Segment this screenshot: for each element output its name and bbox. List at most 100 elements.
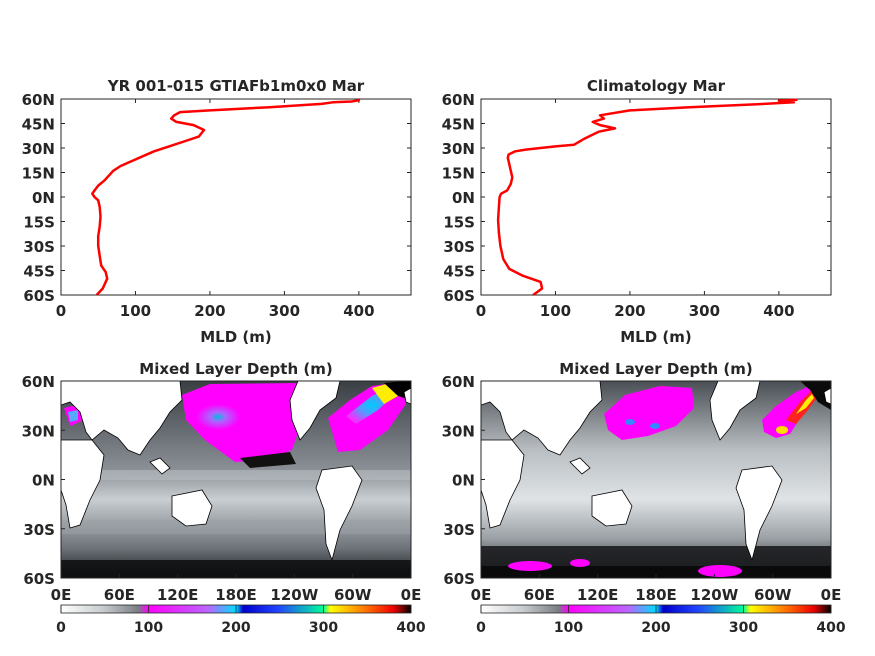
- y-tick-label: 30S: [443, 238, 475, 256]
- y-tick-label: 45S: [443, 263, 475, 281]
- panel4-y-ticks: 60N 30N 0N 30S 60S: [442, 373, 485, 588]
- y-tick-label: 30S: [23, 521, 55, 539]
- y-tick-label: 15S: [23, 214, 55, 232]
- x-tick-label: 180E: [635, 586, 677, 604]
- x-tick-label: 180E: [215, 586, 257, 604]
- greenland-land: [403, 387, 411, 405]
- panel2-title: Climatology Mar: [587, 77, 726, 95]
- colorbar-tick-label: 300: [309, 620, 338, 636]
- panel3-colorbar-ticks: 0 100 200 300 400: [56, 605, 426, 636]
- x-tick-label: 0E: [471, 586, 492, 604]
- y-tick-label: 60N: [22, 373, 55, 391]
- southern-ocean-band: [481, 546, 831, 566]
- south-america-land: [315, 465, 363, 562]
- panel4-title: Mixed Layer Depth (m): [559, 360, 752, 378]
- x-tick-label: 60W: [334, 586, 372, 604]
- africa-land: [481, 439, 525, 529]
- north-america-land: [289, 381, 341, 441]
- panel4-map-field: [481, 381, 831, 578]
- panel2-axes-box: [480, 98, 832, 296]
- np-core-1: [625, 419, 635, 425]
- y-tick-label: 30S: [443, 521, 475, 539]
- np-core-2: [650, 423, 660, 429]
- panel1-x-ticks: 0 100 200 300 400: [56, 99, 375, 320]
- colorbar-tick-label: 100: [554, 620, 583, 636]
- panel2-mld-line: [496, 98, 798, 297]
- arctic-dark-region: [800, 381, 831, 410]
- colorbar-tick-label: 300: [729, 620, 758, 636]
- y-tick-label: 30N: [22, 140, 55, 158]
- x-tick-label: 120W: [690, 586, 738, 604]
- panel2-xlabel: MLD (m): [620, 328, 692, 346]
- y-tick-label: 45N: [22, 116, 55, 134]
- colorbar-tick-label: 100: [134, 620, 163, 636]
- maritime-continent-land: [149, 457, 171, 475]
- panel1-title: YR 001-015 GTIAFb1m0x0 Mar: [107, 77, 365, 95]
- y-tick-label: 45N: [442, 116, 475, 134]
- y-tick-label: 0N: [32, 472, 55, 490]
- north-pacific-deep-region: [604, 386, 694, 440]
- x-tick-label: 120W: [270, 586, 318, 604]
- land-masses: [61, 381, 411, 562]
- x-tick-label: 0: [56, 302, 66, 320]
- colorbar-tick-label: 400: [396, 620, 425, 636]
- x-tick-label: 60W: [754, 586, 792, 604]
- australia-land: [171, 489, 213, 527]
- panel3-x-ticks: 0E 60E 120E 180E 120W 60W 0E: [51, 574, 422, 604]
- panel-map-climatology: Mixed Layer Depth (m): [442, 360, 846, 636]
- north-america-land: [709, 381, 761, 441]
- y-tick-label: 45S: [23, 263, 55, 281]
- gulf-stream-peak: [776, 426, 788, 434]
- southern-ocean-band: [61, 560, 411, 578]
- kuroshio-core-region: [196, 404, 240, 430]
- y-tick-label: 0N: [452, 472, 475, 490]
- x-tick-label: 400: [343, 302, 374, 320]
- panel1-axes-box: [60, 98, 412, 296]
- so-deep-patch-1: [508, 561, 552, 571]
- x-tick-label: 200: [614, 302, 645, 320]
- panel1-y-ticks: 60N 45N 30N 15N 0N 15S 30S 45S 60S: [22, 91, 411, 305]
- y-tick-label: 60N: [442, 373, 475, 391]
- south-america-land: [735, 465, 783, 562]
- y-tick-label: 15S: [443, 214, 475, 232]
- x-tick-label: 0: [476, 302, 486, 320]
- land-masses: [481, 381, 831, 562]
- labrador-peak-ridge: [796, 394, 814, 414]
- southern-ocean-edge: [481, 566, 831, 578]
- colorbar-tick-label: 400: [816, 620, 845, 636]
- x-tick-label: 100: [540, 302, 571, 320]
- eurasia-land: [481, 381, 603, 456]
- y-tick-label: 0N: [32, 189, 55, 207]
- y-tick-label: 15N: [22, 165, 55, 183]
- x-tick-label: 300: [269, 302, 300, 320]
- y-tick-label: 60S: [23, 570, 55, 588]
- x-tick-label: 200: [194, 302, 225, 320]
- y-tick-label: 60S: [443, 287, 475, 305]
- y-tick-label: 60N: [442, 91, 475, 109]
- greenland-land: [823, 387, 831, 405]
- panel-profile-model: YR 001-015 GTIAFb1m0x0 Mar 60N45N30N15N0…: [22, 77, 412, 346]
- x-tick-label: 400: [763, 302, 794, 320]
- panel-map-model: Mixed Layer Depth (m): [22, 360, 426, 636]
- maritime-continent-land: [569, 457, 591, 475]
- colorbar-tick-label: 200: [641, 620, 670, 636]
- mediterranean-core: [68, 410, 78, 422]
- colorbar-tick-label: 0: [476, 620, 486, 636]
- panel2-x-ticks: 0 100 200 300 400: [476, 99, 795, 320]
- colorbar-tick-label: 0: [56, 620, 66, 636]
- so-deep-patch-2: [570, 559, 590, 567]
- africa-land: [61, 439, 105, 529]
- subtropical-band: [61, 520, 411, 534]
- panel3-title: Mixed Layer Depth (m): [139, 360, 332, 378]
- y-tick-label: 60S: [23, 287, 55, 305]
- x-tick-label: 60E: [524, 586, 555, 604]
- so-deep-patch-3: [698, 565, 742, 577]
- x-tick-label: 0E: [401, 586, 422, 604]
- australia-land: [591, 489, 633, 527]
- north-pacific-dark-band: [240, 452, 296, 468]
- y-tick-label: 0N: [452, 189, 475, 207]
- x-tick-label: 300: [689, 302, 720, 320]
- north-pacific-deep-region: [182, 383, 302, 462]
- eurasia-land: [61, 381, 183, 456]
